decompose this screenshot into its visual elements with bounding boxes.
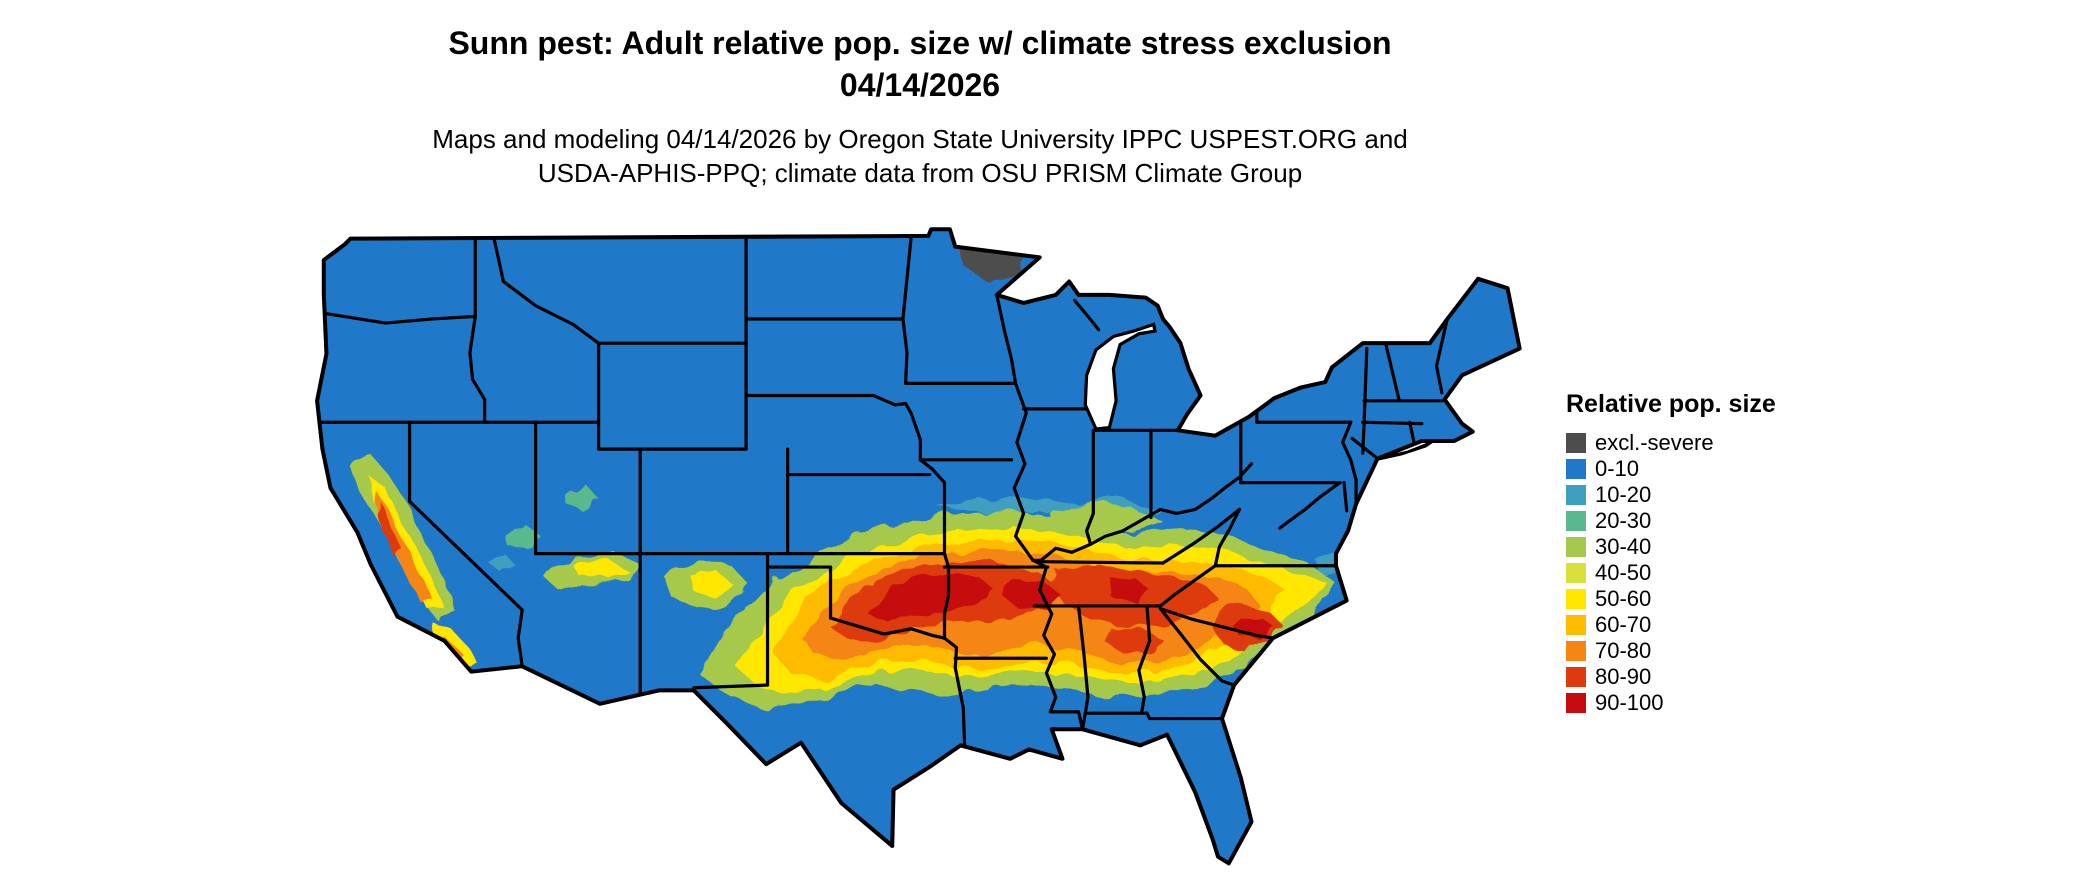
state-border-line	[468, 236, 487, 424]
state-borders	[317, 236, 1449, 747]
state-border-line	[407, 420, 524, 668]
state-border-line	[324, 312, 477, 325]
state-border-line	[1341, 420, 1358, 506]
population-raster-layer	[350, 237, 1339, 711]
legend-item-20-30: 20-30	[1566, 508, 1776, 534]
state-border-line	[942, 552, 951, 640]
state-border-line	[1137, 604, 1152, 715]
legend-label: 70-80	[1595, 638, 1652, 663]
state-border-line	[1158, 564, 1217, 608]
legend-color-swatch	[1566, 563, 1586, 583]
state-border-line	[901, 236, 913, 386]
legend-item-60-70: 60-70	[1566, 612, 1776, 638]
legend-color-swatch	[1566, 537, 1586, 557]
us-outline	[315, 227, 1522, 866]
legend-label: 50-60	[1595, 586, 1652, 611]
legend: Relative pop. size excl.-severe 0-10 10-20…	[1566, 390, 1776, 716]
pop-region-r30_40	[1050, 501, 1165, 534]
state-border-line	[1012, 381, 1058, 714]
legend-color-swatch	[1566, 589, 1586, 609]
long-island	[1377, 440, 1435, 461]
legend-item-10-20: 10-20	[1566, 482, 1776, 508]
state-border-line	[1031, 462, 1254, 562]
pop-region-r90_100	[1110, 577, 1151, 602]
state-border-line	[1408, 420, 1416, 443]
state-border-line	[1158, 607, 1236, 687]
legend-label: 60-70	[1595, 612, 1652, 637]
state-border-line	[1072, 298, 1101, 332]
map-subtitle-line1: Maps and modeling 04/14/2026 by Oregon S…	[432, 124, 1408, 154]
legend-color-swatch	[1566, 459, 1586, 479]
legend-label: 20-30	[1595, 508, 1652, 533]
state-border-line	[1048, 710, 1085, 731]
pop-region-r50_60	[744, 663, 773, 683]
state-border-line	[1278, 480, 1342, 530]
state-border-line	[744, 393, 908, 407]
lake-michigan	[1083, 322, 1157, 431]
state-border-line	[1350, 436, 1380, 461]
legend-color-swatch	[1566, 641, 1586, 661]
state-border-line	[692, 683, 770, 690]
us-map	[305, 225, 1525, 885]
us-map-svg	[315, 227, 1522, 866]
pop-region-r10_20	[488, 555, 516, 574]
state-border-line	[918, 458, 947, 556]
state-border-line	[1076, 604, 1090, 731]
legend-item-30-40: 30-40	[1566, 534, 1776, 560]
pop-region-r90_100	[1231, 616, 1275, 641]
legend-title: Relative pop. size	[1566, 390, 1776, 418]
legend-item-80-90: 80-90	[1566, 664, 1776, 690]
legend-label: 40-50	[1595, 560, 1652, 585]
state-border-line	[1039, 560, 1165, 565]
map-date: 04/14/2026	[839, 67, 1001, 103]
pop-region-r20_30	[504, 525, 541, 549]
state-border-line	[1383, 341, 1401, 402]
state-border-line	[1361, 420, 1424, 426]
legend-color-swatch	[1566, 667, 1586, 687]
state-border-line	[1342, 480, 1349, 513]
legend-label: 0-10	[1595, 456, 1640, 481]
legend-item-70-80: 70-80	[1566, 638, 1776, 664]
legend-color-swatch	[1566, 693, 1586, 713]
state-border-line	[942, 636, 967, 747]
legend-color-swatch	[1566, 433, 1586, 453]
map-subtitle-line2: USDA-APHIS-PPQ; climate data from OSU PR…	[537, 158, 1303, 188]
state-border-line	[1158, 607, 1275, 640]
legend-item-40-50: 40-50	[1566, 560, 1776, 586]
state-border-line	[1213, 507, 1242, 568]
legend-item-0-10: 0-10	[1566, 456, 1776, 482]
pop-region-r90_100	[869, 572, 993, 624]
legend-color-swatch	[1566, 511, 1586, 531]
legend-item-excl-severe: excl.-severe	[1566, 430, 1776, 456]
state-border-line	[1161, 507, 1242, 565]
legend-color-swatch	[1566, 615, 1586, 635]
pop-region-r50_60	[691, 572, 733, 597]
state-border-line	[828, 616, 947, 640]
legend-items: excl.-severe 0-10 10-20 20-30 30-40 40-50 50-6…	[1566, 430, 1776, 716]
legend-label: 10-20	[1595, 482, 1652, 507]
state-border-line	[904, 401, 922, 462]
legend-color-swatch	[1566, 485, 1586, 505]
legend-item-50-60: 50-60	[1566, 586, 1776, 612]
state-border-line	[492, 236, 601, 345]
legend-item-90-100: 90-100	[1566, 690, 1776, 716]
pop-region-r50_60	[573, 559, 629, 578]
pop-region-r70_80	[374, 489, 433, 602]
legend-label: 80-90	[1595, 664, 1652, 689]
legend-label: 90-100	[1595, 690, 1664, 715]
state-border-line	[995, 293, 1018, 386]
legend-label: 30-40	[1595, 534, 1652, 559]
pop-region-r80_90	[374, 501, 402, 557]
legend-label: excl.-severe	[1595, 430, 1714, 455]
state-border-line	[1084, 428, 1095, 546]
map-title: Sunn pest: Adult relative pop. size w/ c…	[448, 25, 1392, 61]
state-border-line	[1434, 317, 1449, 395]
pop-region-r20_30	[565, 485, 599, 510]
header: Sunn pest: Adult relative pop. size w/ c…	[0, 22, 1840, 190]
state-border-line	[1145, 711, 1224, 721]
